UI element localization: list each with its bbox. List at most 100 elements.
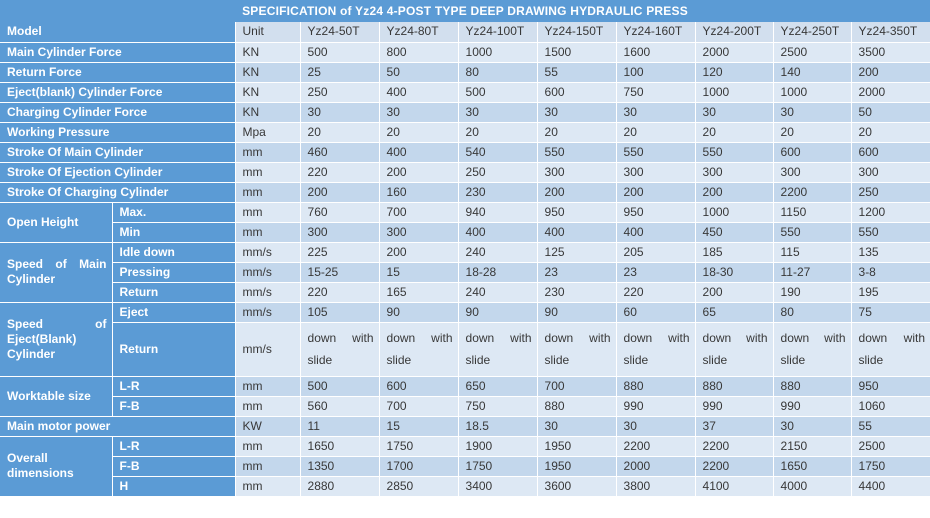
value-cell: 30	[299, 101, 380, 123]
value-cell: down with slide	[694, 321, 774, 377]
row-label: Model	[0, 21, 236, 43]
value-cell: 190	[772, 281, 852, 303]
value-cell: 37	[694, 415, 774, 437]
value-cell: 20	[457, 121, 538, 143]
value-cell: 60	[615, 301, 696, 323]
value-cell: 1000	[694, 81, 774, 103]
value-cell: 1600	[615, 41, 696, 63]
unit-cell: KN	[234, 101, 301, 123]
value-cell: 550	[694, 141, 774, 163]
value-cell: 80	[772, 301, 852, 323]
value-cell: 950	[615, 201, 696, 223]
row-label: Stroke Of Ejection Cylinder	[0, 161, 236, 183]
unit-cell: mm	[234, 181, 301, 203]
value-cell: 20	[299, 121, 380, 143]
value-cell: 225	[299, 241, 380, 263]
spec-row: Eject(blank) Cylinder Force KN 250 400 500 60…	[0, 81, 930, 103]
value-cell: 540	[457, 141, 538, 163]
value-cell: 700	[536, 375, 617, 397]
value-cell: 100	[615, 61, 696, 83]
value-cell: 990	[772, 395, 852, 417]
value-cell: 2000	[615, 455, 696, 477]
unit-cell: KN	[234, 81, 301, 103]
value-cell: 200	[299, 181, 380, 203]
row-sub-label: Eject	[111, 301, 236, 323]
spec-row: Speed of Main Cylinder Idle down mm/s 225 20…	[0, 241, 930, 303]
value-cell: 250	[457, 161, 538, 183]
value-cell: 240	[457, 241, 538, 263]
value-cell: 18.5	[457, 415, 538, 437]
value-cell: 115	[772, 241, 852, 263]
value-cell: 700	[378, 201, 459, 223]
unit-cell: mm/s	[234, 301, 301, 323]
value-cell: 750	[457, 395, 538, 417]
row-sub-label: Return	[111, 321, 236, 377]
value-cell: 400	[378, 141, 459, 163]
spec-row: Open Height Max. mm 760 700 940 950 950 1000 1150…	[0, 201, 930, 243]
spec-row: Working Pressure Mpa 20 20 20 20 20 20 20 20	[0, 121, 930, 143]
value-cell: 105	[299, 301, 380, 323]
value-cell: 20	[615, 121, 696, 143]
value-cell: down with slide	[299, 321, 380, 377]
row-sub-label: Idle down	[111, 241, 236, 263]
unit-cell: mm	[234, 455, 301, 477]
value-cell: 120	[694, 61, 774, 83]
value-cell: 1000	[772, 81, 852, 103]
value-cell: 300	[694, 161, 774, 183]
value-cell: 30	[615, 415, 696, 437]
value-cell: 300	[299, 221, 380, 243]
row-sub-label: L-R	[111, 435, 236, 457]
value-cell: down with slide	[378, 321, 459, 377]
value-cell: 1500	[536, 41, 617, 63]
value-cell: 2000	[850, 81, 930, 103]
value-cell: 220	[299, 161, 380, 183]
spec-table-body: Model Unit Yz24-50T Yz24-80T Yz24-100T Yz24-1…	[0, 21, 930, 497]
value-cell: 30	[615, 101, 696, 123]
value-cell: 220	[615, 281, 696, 303]
unit-cell: Unit	[234, 21, 301, 43]
value-cell: 135	[850, 241, 930, 263]
row-group-label: Worktable size	[0, 375, 113, 417]
unit-cell: KN	[234, 61, 301, 83]
unit-cell: mm	[234, 475, 301, 497]
value-cell: Yz24-100T	[457, 21, 538, 43]
row-label: Charging Cylinder Force	[0, 101, 236, 123]
spec-row: Main Cylinder Force KN 500 800 1000 1500 1600 2…	[0, 41, 930, 63]
value-cell: 25	[299, 61, 380, 83]
value-cell: 1650	[772, 455, 852, 477]
row-label: Eject(blank) Cylinder Force	[0, 81, 236, 103]
value-cell: 650	[457, 375, 538, 397]
value-cell: 200	[536, 181, 617, 203]
row-sub-label: L-R	[111, 375, 236, 397]
row-sub-label: Min	[111, 221, 236, 243]
unit-cell: mm	[234, 201, 301, 223]
row-group-label: Open Height	[0, 201, 113, 243]
value-cell: Yz24-150T	[536, 21, 617, 43]
value-cell: 500	[299, 375, 380, 397]
value-cell: 200	[378, 161, 459, 183]
value-cell: 30	[536, 415, 617, 437]
value-cell: 90	[378, 301, 459, 323]
row-label: Working Pressure	[0, 121, 236, 143]
value-cell: 2200	[615, 435, 696, 457]
value-cell: 11-27	[772, 261, 852, 283]
value-cell: 185	[694, 241, 774, 263]
value-cell: 20	[536, 121, 617, 143]
spec-row: Pressing mm/s 15-25 15 18-28 23 23 18-30 11-27 3-…	[0, 261, 930, 283]
spec-row: Charging Cylinder Force KN 30 30 30 30 30 30 30 5…	[0, 101, 930, 123]
value-cell: 50	[378, 61, 459, 83]
value-cell: 990	[694, 395, 774, 417]
value-cell: 300	[378, 221, 459, 243]
value-cell: 65	[694, 301, 774, 323]
unit-cell: mm	[234, 161, 301, 183]
value-cell: 20	[378, 121, 459, 143]
value-cell: 195	[850, 281, 930, 303]
value-cell: 160	[378, 181, 459, 203]
value-cell: 2200	[694, 455, 774, 477]
value-cell: 230	[536, 281, 617, 303]
value-cell: 1150	[772, 201, 852, 223]
value-cell: 30	[772, 415, 852, 437]
unit-cell: mm	[234, 221, 301, 243]
value-cell: 600	[378, 375, 459, 397]
value-cell: 30	[772, 101, 852, 123]
